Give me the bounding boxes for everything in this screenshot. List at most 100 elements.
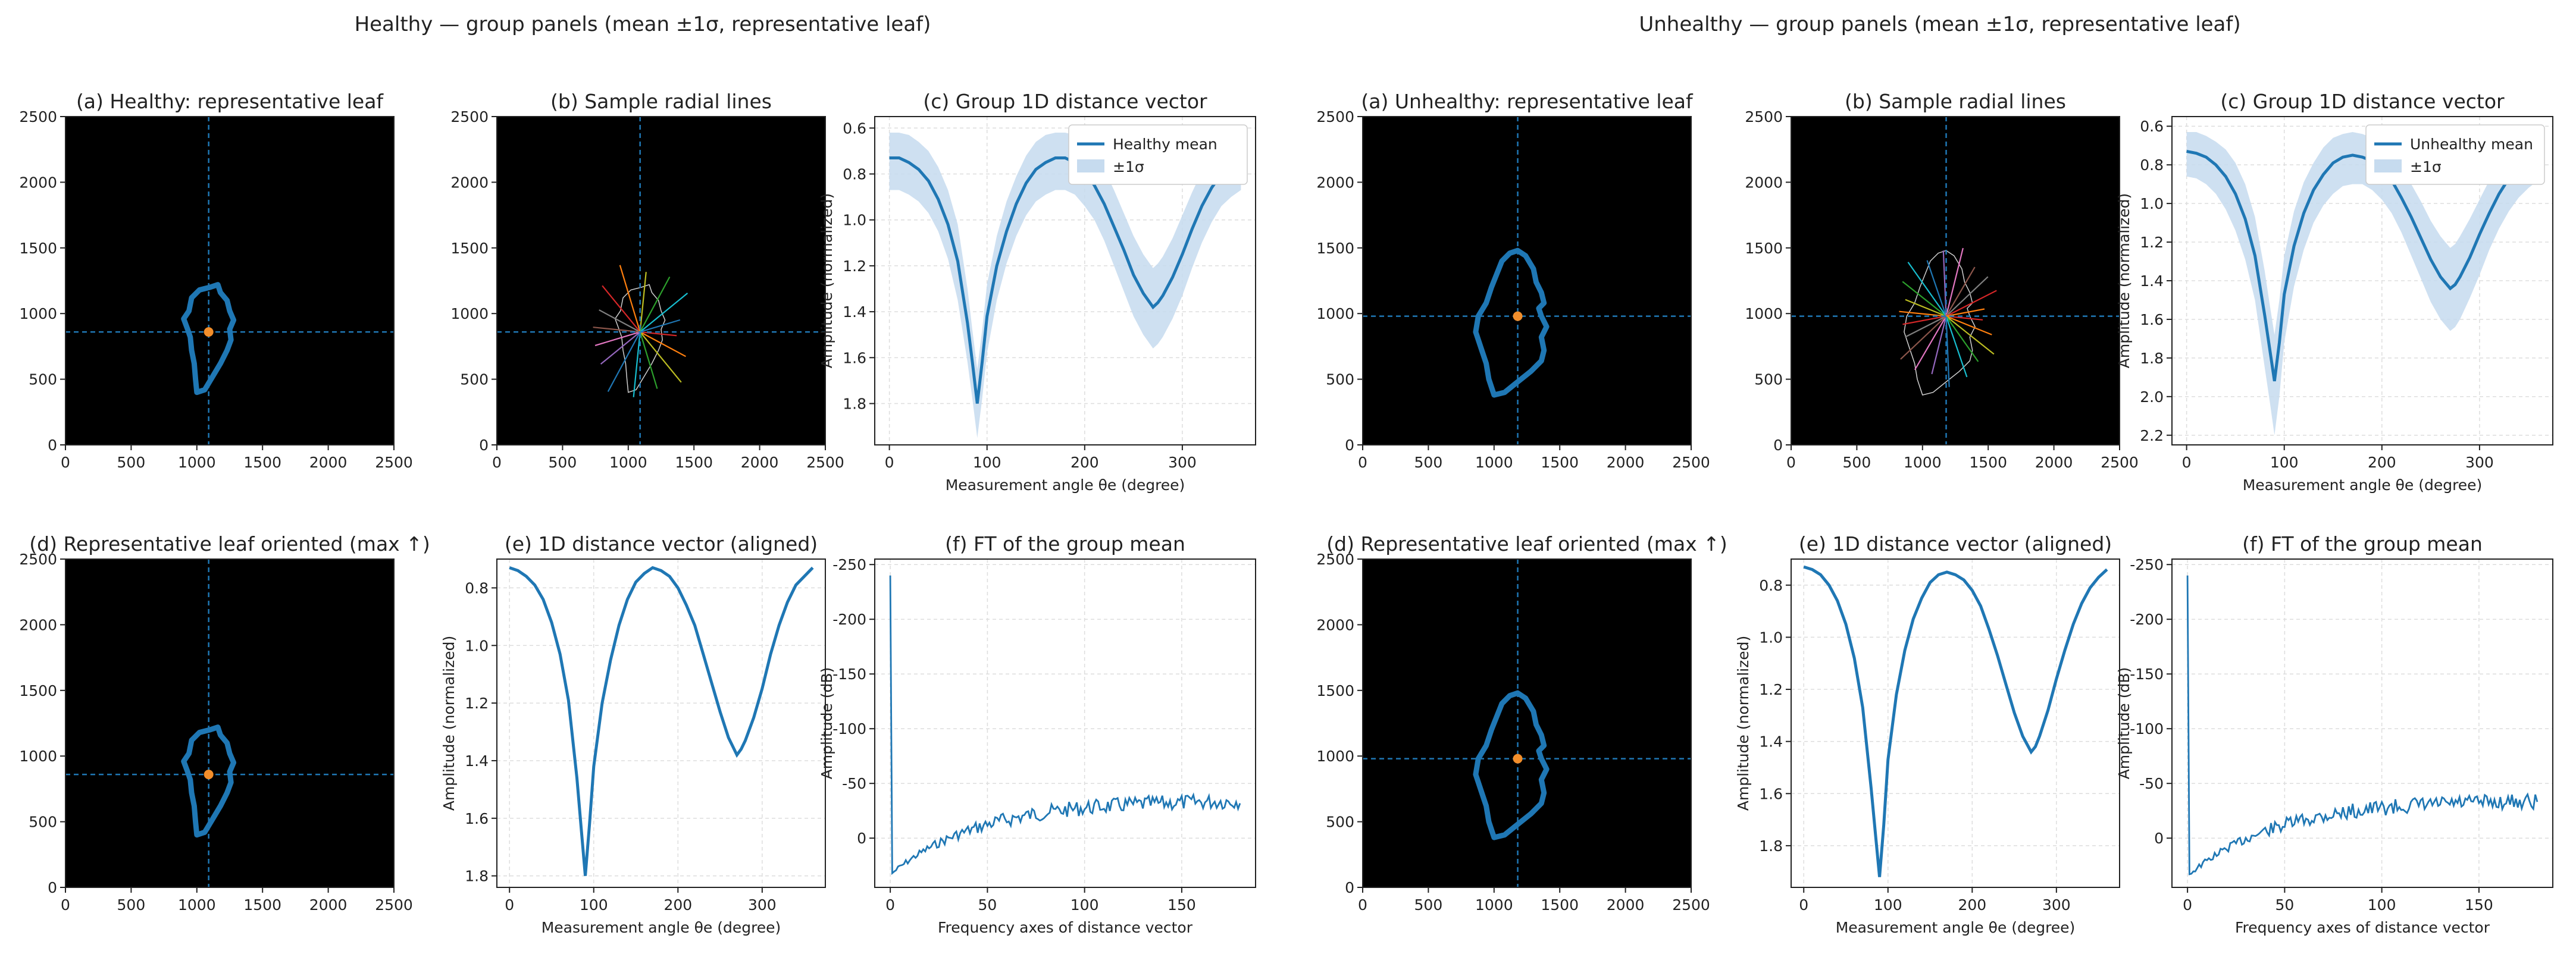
x-tick-label: 1500 [1541,896,1579,914]
x-tick-label: 2500 [1672,454,1710,471]
x-tick-label: 2000 [1607,454,1645,471]
axes-frame [1791,558,2120,888]
x-tick-label: 2500 [375,896,413,914]
y-tick-label: -150 [832,666,866,683]
y-tick-label: 2000 [450,174,489,191]
panel-title: (f) FT of the group mean [2242,532,2483,556]
radial-line [639,331,658,389]
plot-area [65,559,394,887]
y-tick-label: 1.0 [465,637,489,654]
radial-line [1946,308,1985,317]
x-tick-label: 2500 [375,454,413,471]
radial-line [1945,276,1989,317]
radial-line [640,331,677,337]
y-tick-label: 500 [1754,371,1783,388]
y-tick-label: 1.0 [2140,195,2164,212]
y-tick-label: 500 [29,814,57,831]
y-tick-label: 0 [1773,437,1783,454]
radial-line [1905,299,1946,317]
y-tick-label: 0 [1345,437,1354,454]
x-tick-label: 0 [492,454,502,471]
radial-line [1902,281,1947,317]
x-axis-label: Measurement angle θe (degree) [2243,476,2483,494]
y-tick-label: 0 [2154,830,2164,847]
x-tick-label: 0 [1358,896,1367,914]
mean-line [889,156,1242,404]
y-tick-label: 0.8 [1759,577,1783,594]
y-tick-label: 1.6 [2140,311,2164,328]
radial-line [607,331,641,393]
radial-line [639,276,671,332]
sigma-band [2186,132,2539,435]
radial-line [1900,315,1947,360]
centroid-marker [1513,754,1523,764]
distance-line [509,566,814,876]
y-tick-label: 1000 [1316,748,1354,765]
radial-line [1945,316,1968,378]
radial-line [633,332,641,397]
radial-line [599,309,641,333]
panel-title: (e) 1D distance vector (aligned) [505,532,818,556]
x-tick-label: 1000 [1904,454,1942,471]
panel-u-b: 0 500 1000 1500 2000 2500 0 500 1000 1500 2000 2500… [1745,90,2138,471]
y-tick-label: 2000 [1316,616,1354,633]
radial-line [1945,247,1964,316]
y-tick-label: 1500 [19,682,57,699]
centroid-marker [204,327,214,337]
y-tick-label: 2500 [19,551,57,568]
x-tick-label: 1500 [243,896,281,914]
legend-entry-mean: Unhealthy mean [2410,136,2533,153]
x-tick-label: 150 [2465,896,2493,914]
y-tick-label: 500 [460,371,489,388]
panel-grid: 0 500 1000 1500 2000 250005001000150020002500… [19,90,2553,936]
y-tick-label: 0 [48,879,57,896]
x-tick-label: 0 [1358,454,1367,471]
x-tick-label: 100 [973,454,1001,471]
y-tick-label: 1.8 [1759,837,1783,855]
y-tick-label: -150 [2130,666,2164,683]
y-tick-label: -250 [832,556,866,573]
legend: Healthy mean ±1σ [1068,124,1248,185]
x-tick-label: 0 [61,896,70,914]
x-axis-label: Measurement angle θe (degree) [1836,919,2076,936]
panel-title: (f) FT of the group mean [945,532,1185,556]
y-tick-label: 1.2 [843,258,866,275]
y-tick-label: -200 [832,611,866,628]
leaf-contour [181,724,237,838]
x-tick-label: 0 [1786,454,1796,471]
x-tick-label: 1500 [675,454,713,471]
radial-line [1945,315,1995,355]
x-tick-label: 1000 [178,896,216,914]
radial-line [639,293,688,332]
x-tick-label: 50 [978,896,997,914]
leaf-contour [1473,690,1550,840]
radial-line [1926,260,1947,316]
x-axis-label: Measurement angle θe (degree) [946,476,1185,494]
x-tick-label: 1000 [609,454,647,471]
distance-line [1803,565,2108,877]
y-tick-label: 500 [1326,371,1354,388]
y-tick-label: -100 [832,720,866,738]
radial-line [640,331,686,357]
sigma-band [889,133,1241,438]
x-tick-label: 2000 [309,454,348,471]
panel-h-d: 0 500 1000 1500 2000 2500 0 500 1000 1500 2000 2500… [19,532,430,914]
y-tick-label: 500 [1326,814,1354,831]
y-tick-label: 2000 [1316,174,1354,191]
y-tick-label: -50 [2139,775,2164,792]
y-tick-label: 1.6 [465,810,489,827]
plot-area [497,117,825,445]
panel-title: (a) Unhealthy: representative leaf [1361,90,1694,113]
plot-area [875,559,1256,887]
y-tick-label: 2000 [19,616,57,633]
legend-band-swatch [1077,159,1104,172]
x-tick-label: 300 [2042,896,2071,914]
radial-line [1945,266,1976,317]
y-tick-label: 0.6 [2140,118,2164,135]
panel-u-d: 0 500 1000 1500 2000 2500 0 500 1000 1500 2000 2500… [1316,532,1727,914]
x-tick-label: 0 [885,896,895,914]
legend: Unhealthy mean ±1σ [2365,124,2545,185]
y-tick-label: 2.2 [2140,427,2164,444]
axes-frame [874,116,1256,445]
